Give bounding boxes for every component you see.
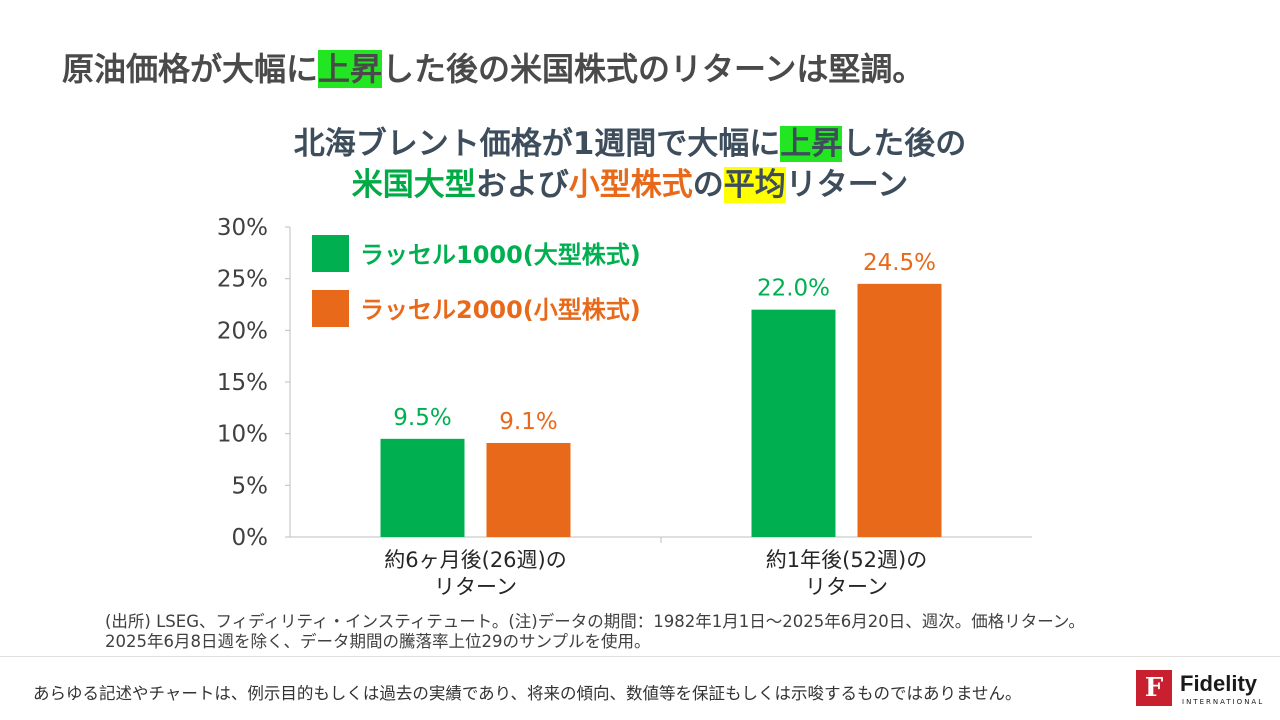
y-tick-label: 5%	[232, 473, 269, 499]
bar-large-cap	[380, 438, 465, 537]
headline-highlight: 上昇	[318, 50, 383, 88]
y-tick-label: 10%	[217, 422, 268, 448]
y-tick-label: 15%	[217, 370, 268, 396]
chart-title-line1-pre: 北海ブレント価格が1週間で大幅に	[293, 126, 781, 162]
data-label: 9.5%	[393, 405, 451, 431]
page-headline: 原油価格が大幅に上昇した後の米国株式のリターンは堅調。	[62, 44, 924, 90]
fidelity-logo-subtitle: INTERNATIONAL	[1182, 698, 1265, 706]
bar-chart: 0%5%10%15%20%25%30%9.5% 9.1%約6ヶ月後(26週)のリタ…	[217, 215, 1032, 599]
x-category-label: 約6ヶ月後(26週)の	[384, 548, 566, 572]
chart-title-no: の	[692, 167, 724, 203]
bar-small-cap	[857, 283, 942, 537]
chart-title-line1-post: した後の	[842, 126, 967, 162]
legend-label: ラッセル2000(小型株式)	[360, 296, 641, 324]
bar-small-cap	[486, 442, 571, 537]
headline-pre: 原油価格が大幅に	[62, 50, 319, 88]
source-note-line1: (出所) LSEG、フィディリティ・インスティテュート。(注)データの期間：19…	[105, 612, 1085, 631]
fidelity-logo-icon: F	[1136, 670, 1172, 706]
x-category-label: リターン	[434, 575, 517, 599]
chart-title-small-cap: 小型株式	[568, 167, 693, 203]
data-label: 24.5%	[863, 250, 936, 276]
bar-large-cap	[751, 309, 836, 537]
chart-title-line2: 米国大型および小型株式の平均リターン	[0, 165, 1260, 206]
chart-title: 北海ブレント価格が1週間で大幅に上昇した後の 米国大型および小型株式の平均リター…	[0, 124, 1260, 206]
chart-title-line1: 北海ブレント価格が1週間で大幅に上昇した後の	[0, 124, 1260, 165]
legend-swatch	[312, 290, 349, 327]
chart-title-line1-highlight: 上昇	[780, 126, 843, 162]
y-tick-label: 20%	[217, 318, 268, 344]
chart-title-average: 平均	[723, 167, 786, 203]
chart-title-and: および	[475, 167, 569, 203]
chart-title-return: リターン	[785, 167, 909, 203]
headline-post: した後の米国株式のリターンは堅調。	[382, 50, 925, 88]
data-label: 9.1%	[499, 409, 557, 435]
y-tick-label: 25%	[217, 267, 268, 293]
y-tick-label: 0%	[232, 525, 269, 551]
disclaimer-text: あらゆる記述やチャートは、例示目的もしくは過去の実績であり、将来の傾向、数値等を…	[33, 684, 1022, 703]
source-note-line2: 2025年6月8日週を除く、データ期間の騰落率上位29のサンプルを使用。	[105, 632, 651, 651]
x-category-label: 約1年後(52週)の	[766, 548, 927, 572]
fidelity-logo-wordmark: Fidelity	[1180, 671, 1258, 696]
fidelity-logo: F Fidelity INTERNATIONAL	[1136, 670, 1268, 710]
data-label: 22.0%	[757, 276, 830, 302]
legend-swatch	[312, 235, 349, 272]
x-category-label: リターン	[805, 575, 888, 599]
legend-label: ラッセル1000(大型株式)	[360, 241, 641, 269]
source-note: (出所) LSEG、フィディリティ・インスティテュート。(注)データの期間：19…	[105, 612, 1085, 652]
y-tick-label: 30%	[217, 215, 268, 241]
footer-divider	[0, 656, 1280, 657]
chart-title-large-cap: 米国大型	[351, 167, 476, 203]
